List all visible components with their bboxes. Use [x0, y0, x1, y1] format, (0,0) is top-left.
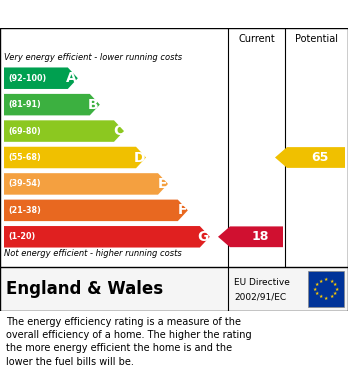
Text: Not energy efficient - higher running costs: Not energy efficient - higher running co… — [4, 249, 182, 258]
Text: (81-91): (81-91) — [8, 100, 41, 109]
Text: D: D — [134, 151, 145, 165]
Text: ★: ★ — [324, 296, 328, 301]
Text: F: F — [177, 203, 187, 217]
Polygon shape — [275, 147, 345, 168]
Text: ★: ★ — [329, 278, 334, 283]
Polygon shape — [4, 226, 210, 248]
Text: The energy efficiency rating is a measure of the
overall efficiency of a home. T: The energy efficiency rating is a measur… — [6, 317, 252, 367]
Polygon shape — [4, 173, 168, 195]
Text: ★: ★ — [333, 291, 338, 296]
Polygon shape — [4, 147, 146, 168]
Text: Energy Efficiency Rating: Energy Efficiency Rating — [73, 7, 275, 22]
Polygon shape — [4, 200, 188, 221]
Text: ★: ★ — [318, 278, 323, 283]
Text: (69-80): (69-80) — [8, 127, 41, 136]
Text: ★: ★ — [318, 294, 323, 300]
Text: ★: ★ — [335, 287, 339, 292]
Bar — [308, 271, 344, 307]
Polygon shape — [218, 226, 283, 247]
Text: E: E — [158, 177, 167, 191]
Text: ★: ★ — [315, 291, 319, 296]
Text: (55-68): (55-68) — [8, 153, 41, 162]
Text: Potential: Potential — [295, 34, 338, 44]
Text: ★: ★ — [324, 277, 328, 282]
Polygon shape — [4, 68, 78, 89]
Polygon shape — [4, 120, 124, 142]
Text: (39-54): (39-54) — [8, 179, 41, 188]
Text: 65: 65 — [311, 151, 329, 164]
Text: (92-100): (92-100) — [8, 74, 46, 83]
Text: B: B — [88, 98, 99, 112]
Text: C: C — [113, 124, 123, 138]
Text: 2002/91/EC: 2002/91/EC — [234, 292, 286, 301]
Text: EU Directive: EU Directive — [234, 278, 290, 287]
Polygon shape — [4, 94, 100, 115]
Text: ★: ★ — [333, 282, 338, 287]
Text: G: G — [197, 230, 209, 244]
Text: 18: 18 — [252, 230, 269, 243]
Text: (1-20): (1-20) — [8, 232, 35, 241]
Text: England & Wales: England & Wales — [6, 280, 163, 298]
Text: Very energy efficient - lower running costs: Very energy efficient - lower running co… — [4, 53, 182, 62]
Text: ★: ★ — [315, 282, 319, 287]
Text: ★: ★ — [329, 294, 334, 300]
Text: (21-38): (21-38) — [8, 206, 41, 215]
Text: Current: Current — [238, 34, 275, 44]
Text: A: A — [66, 71, 77, 85]
Text: ★: ★ — [313, 287, 317, 292]
